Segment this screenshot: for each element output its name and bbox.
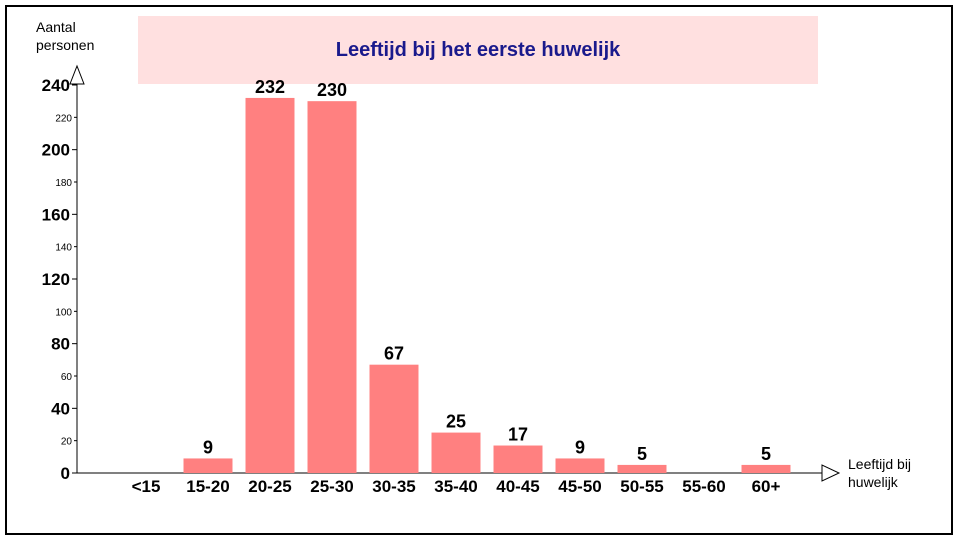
y-tick-label-minor: 140 bbox=[55, 243, 72, 254]
bar bbox=[307, 101, 357, 474]
x-tick-label: <15 bbox=[132, 477, 161, 496]
y-tick-label: 40 bbox=[51, 399, 70, 418]
data-label: 5 bbox=[761, 444, 771, 464]
x-tick-label: 60+ bbox=[752, 477, 781, 496]
y-axis-label: Aantal personen bbox=[36, 19, 95, 53]
x-tick-label: 20-25 bbox=[248, 477, 291, 496]
y-tick-label: 0 bbox=[61, 464, 70, 483]
x-tick-label: 15-20 bbox=[186, 477, 229, 496]
x-tick-label: 40-45 bbox=[496, 477, 539, 496]
data-label: 67 bbox=[384, 344, 404, 364]
bar bbox=[369, 364, 419, 473]
y-tick-label-minor: 100 bbox=[55, 307, 72, 318]
y-tick-label: 240 bbox=[42, 76, 70, 95]
bar bbox=[617, 464, 667, 473]
title-banner: Leeftijd bij het eerste huwelijk bbox=[138, 16, 818, 84]
y-axis-arrow bbox=[69, 64, 85, 85]
x-tick-label: 35-40 bbox=[434, 477, 477, 496]
bar bbox=[741, 464, 791, 473]
y-tick-label: 160 bbox=[42, 205, 70, 224]
y-tick-label: 200 bbox=[42, 141, 70, 160]
data-label: 9 bbox=[203, 437, 213, 457]
x-tick-label: 25-30 bbox=[310, 477, 353, 496]
x-tick-label: 30-35 bbox=[372, 477, 415, 496]
y-tick-label-minor: 180 bbox=[55, 178, 72, 189]
bar bbox=[493, 445, 543, 473]
x-tick-label: 55-60 bbox=[682, 477, 725, 496]
data-label: 232 bbox=[255, 77, 285, 97]
data-label: 25 bbox=[446, 412, 466, 432]
bar bbox=[555, 458, 605, 473]
data-label: 5 bbox=[637, 444, 647, 464]
y-tick-label: 120 bbox=[42, 270, 70, 289]
data-label: 230 bbox=[317, 80, 347, 100]
x-axis-label: Leeftijd bij huwelijk bbox=[848, 456, 912, 490]
bar bbox=[183, 458, 233, 473]
x-tick-label: 50-55 bbox=[620, 477, 663, 496]
y-tick-label-minor: 60 bbox=[61, 372, 73, 383]
y-tick-label-minor: 20 bbox=[61, 437, 73, 448]
y-tick-label-minor: 220 bbox=[55, 113, 72, 124]
x-axis-arrow bbox=[821, 464, 841, 482]
bar bbox=[431, 432, 481, 473]
y-tick-label: 80 bbox=[51, 335, 70, 354]
chart-title: Leeftijd bij het eerste huwelijk bbox=[335, 38, 621, 61]
bar bbox=[245, 97, 295, 473]
data-label: 17 bbox=[508, 425, 528, 445]
x-tick-label: 45-50 bbox=[558, 477, 601, 496]
data-label: 9 bbox=[575, 437, 585, 457]
